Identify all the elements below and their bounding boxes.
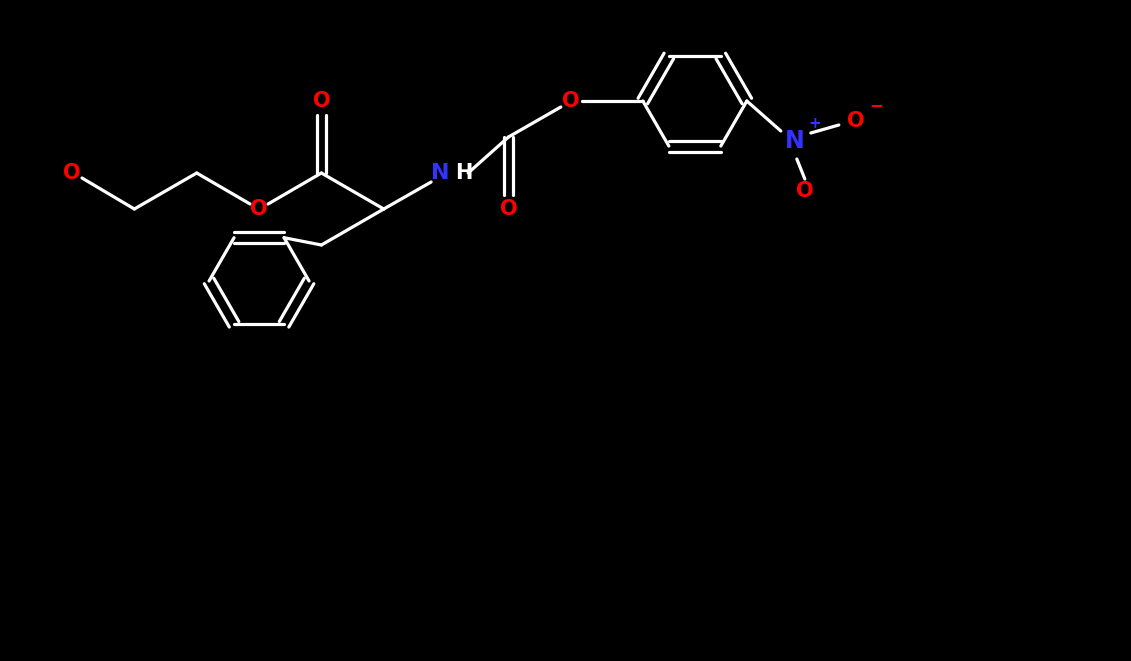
Text: N: N xyxy=(785,129,804,153)
Text: O: O xyxy=(312,91,330,111)
Text: O: O xyxy=(796,181,813,201)
Text: −: − xyxy=(869,96,883,114)
Text: O: O xyxy=(500,199,517,219)
Text: O: O xyxy=(562,91,580,111)
Text: N: N xyxy=(431,163,449,183)
Text: H: H xyxy=(456,163,473,183)
Text: +: + xyxy=(809,116,821,130)
Text: O: O xyxy=(847,111,864,131)
Text: O: O xyxy=(63,163,80,183)
Text: O: O xyxy=(250,199,268,219)
